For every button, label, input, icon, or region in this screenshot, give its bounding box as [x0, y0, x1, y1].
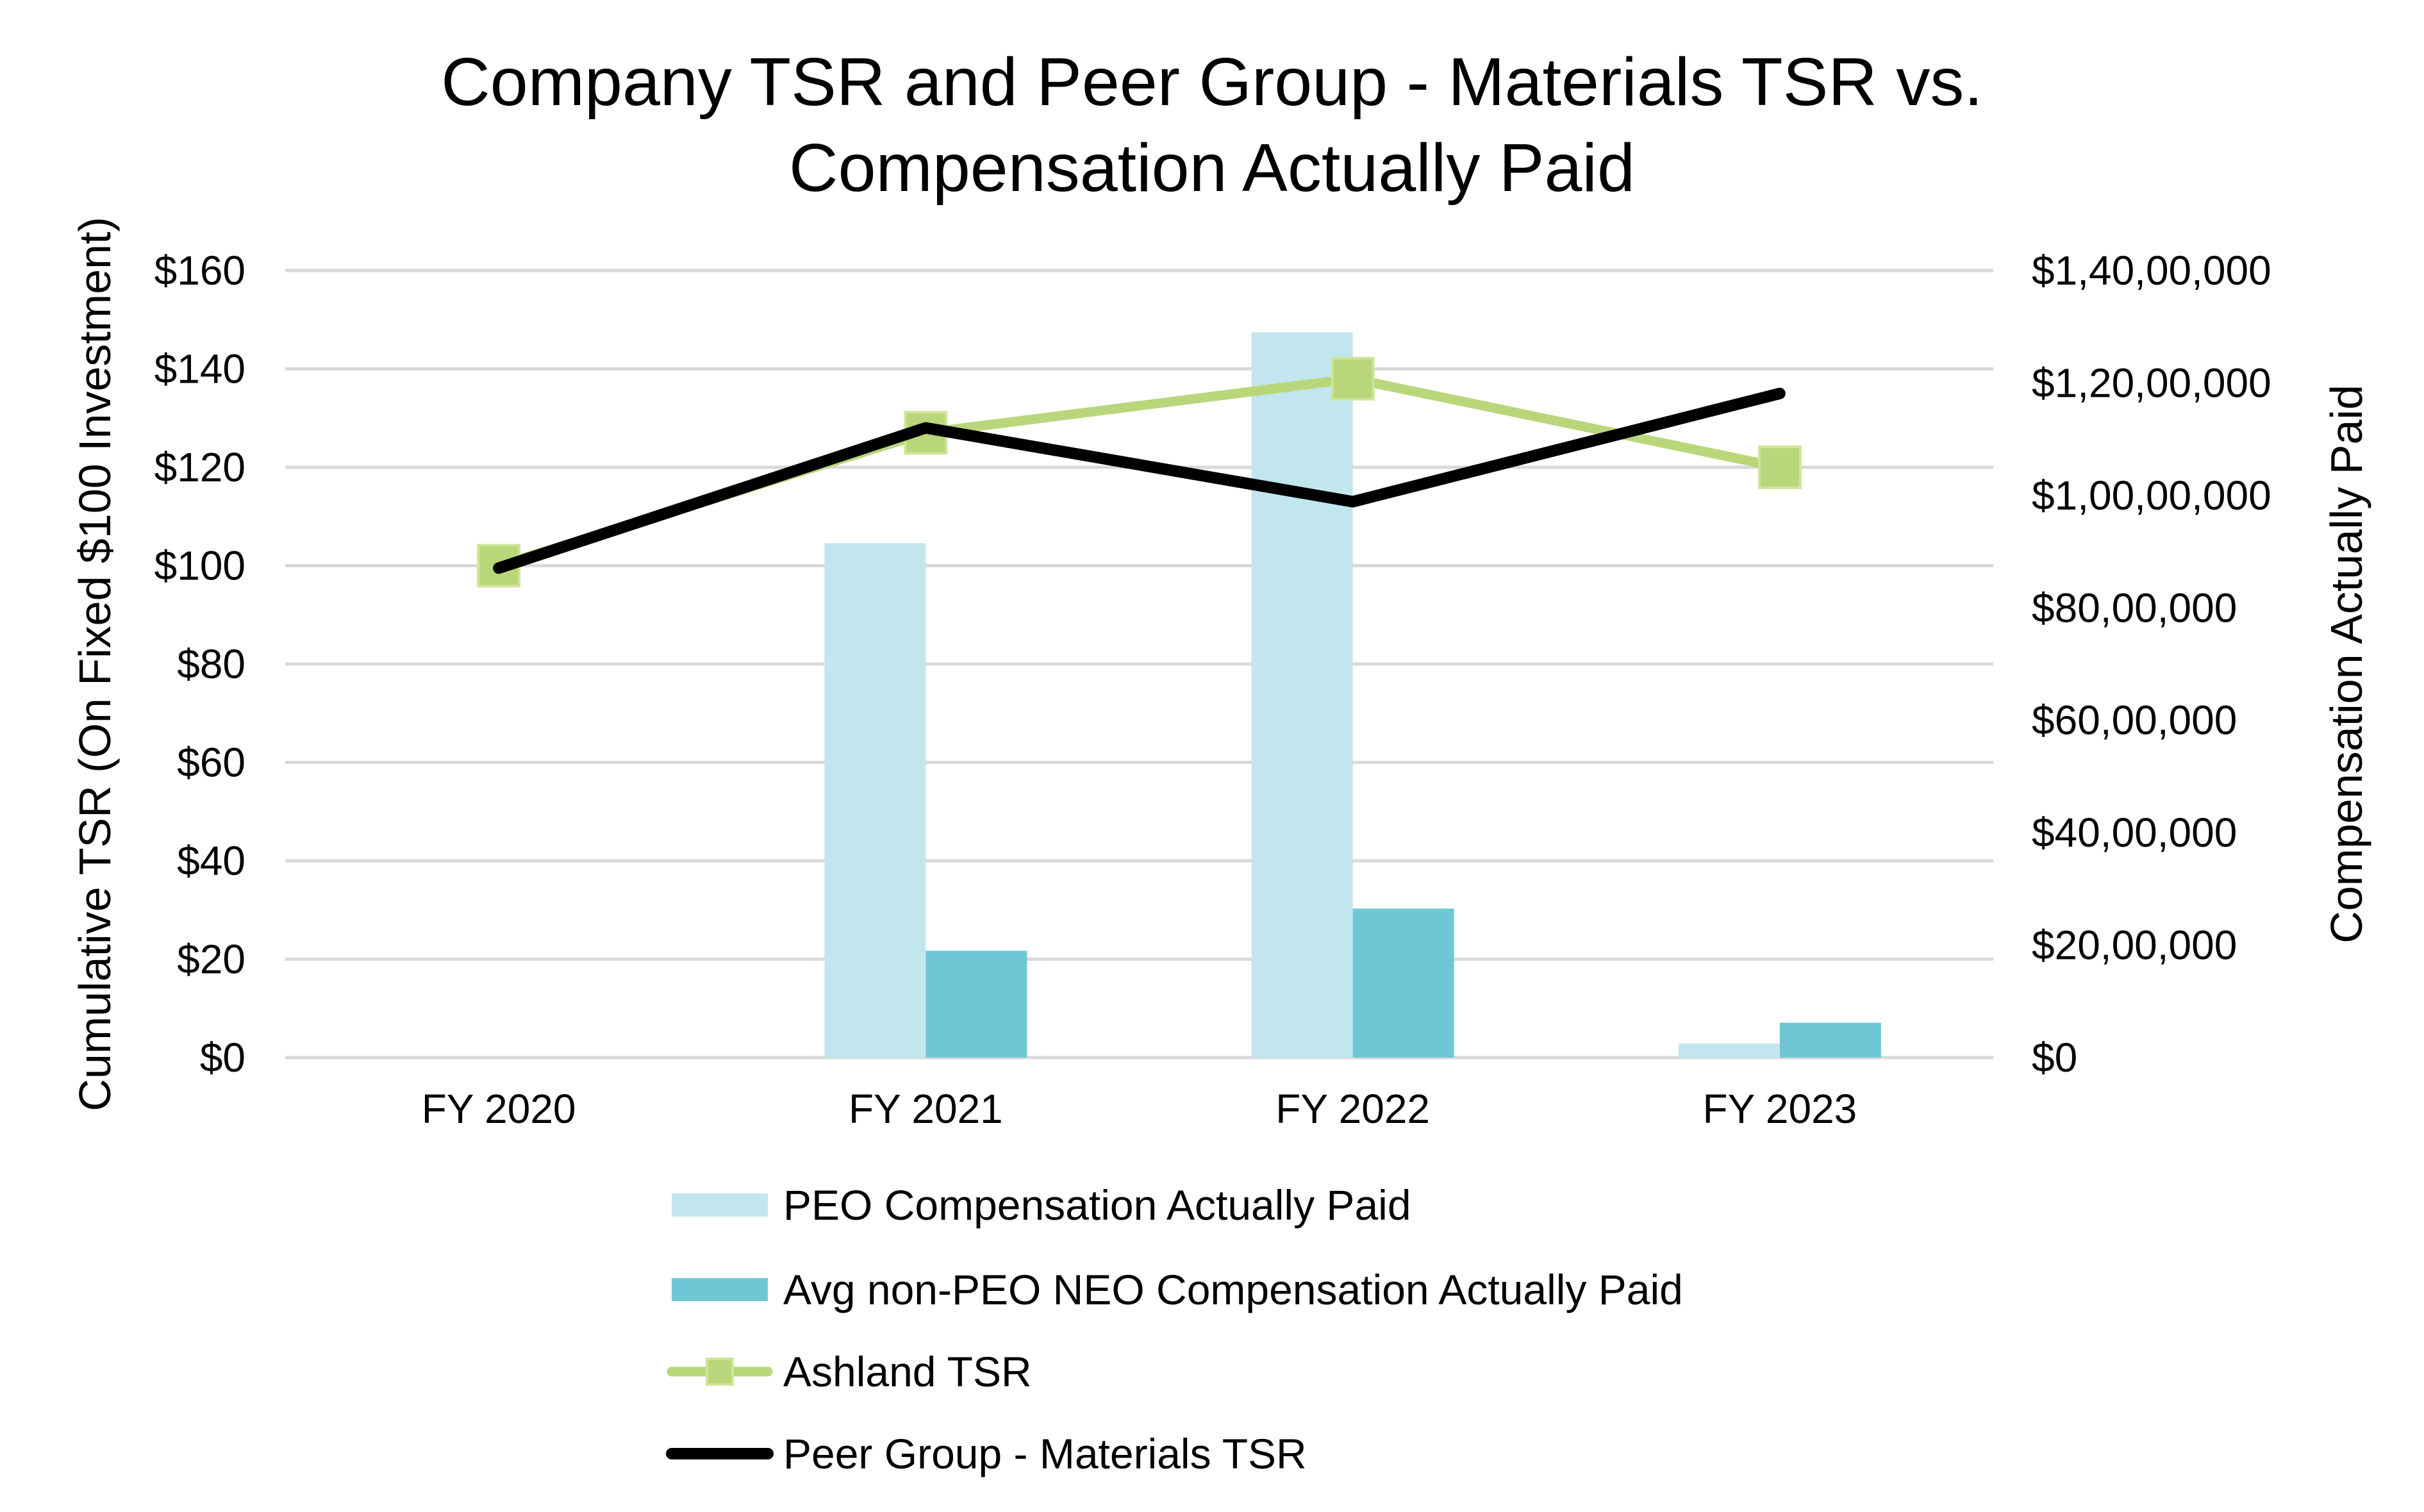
chart-title-line-1: Company TSR and Peer Group - Materials T…: [441, 44, 1983, 120]
bar-series: [824, 332, 1881, 1058]
legend-item: Peer Group - Materials TSR: [666, 1430, 1307, 1477]
left-tick-label: $140: [154, 346, 245, 392]
right-tick-label: $1,00,00,000: [2032, 472, 2271, 519]
left-axis-ticks: $0 $20 $40 $60 $80 $100 $120 $140 $160: [154, 247, 245, 1081]
right-axis-ticks: $0 $20,00,000 $40,00,000 $60,00,000 $80,00,0…: [2032, 247, 2271, 1081]
legend-label: PEO Compensation Actually Paid: [783, 1181, 1411, 1229]
bar-peo-fy-2022: [1251, 332, 1353, 1058]
right-tick-label: $60,00,000: [2032, 697, 2237, 744]
right-tick-label: $40,00,000: [2032, 810, 2237, 856]
left-tick-label: $60: [177, 740, 245, 786]
legend-marker: [706, 1358, 734, 1386]
right-tick-label: $80,00,000: [2032, 585, 2237, 631]
left-axis-title: Cumulative TSR (On Fixed $100 Investment…: [70, 217, 120, 1111]
x-tick-label: FY 2022: [1275, 1086, 1430, 1132]
bar-peo-fy-2023: [1678, 1043, 1780, 1058]
legend-item: Ashland TSR: [667, 1348, 1032, 1395]
right-tick-label: $1,40,00,000: [2032, 247, 2271, 294]
legend-item: PEO Compensation Actually Paid: [672, 1181, 1411, 1229]
right-tick-label: $1,20,00,000: [2032, 360, 2271, 406]
line-series: [477, 356, 1802, 588]
bar-neo-fy-2021: [926, 951, 1027, 1058]
left-tick-label: $0: [200, 1034, 245, 1081]
x-tick-label: FY 2021: [849, 1086, 1003, 1132]
legend: PEO Compensation Actually Paid Avg non-PE…: [666, 1181, 1683, 1477]
left-tick-label: $120: [154, 444, 245, 490]
legend-swatch: [672, 1278, 768, 1301]
ashland-tsr-marker: [1757, 445, 1802, 489]
left-tick-label: $20: [177, 936, 245, 983]
ashland-tsr-marker: [1331, 356, 1375, 401]
chart-title-line-2: Compensation Actually Paid: [789, 130, 1635, 206]
left-tick-label: $80: [177, 641, 245, 687]
left-tick-label: $100: [154, 543, 245, 589]
right-axis-title: Compensation Actually Paid: [2321, 385, 2371, 943]
right-tick-label: $20,00,000: [2032, 922, 2237, 968]
chart-title: Company TSR and Peer Group - Materials T…: [441, 44, 1983, 206]
left-tick-label: $40: [177, 838, 245, 884]
ashland-tsr-line: [494, 374, 1785, 570]
bar-neo-fy-2022: [1352, 908, 1454, 1058]
bar-neo-fy-2023: [1779, 1022, 1881, 1058]
x-tick-label: FY 2023: [1702, 1086, 1857, 1132]
legend-item: Avg non-PEO NEO Compensation Actually Pa…: [672, 1266, 1683, 1313]
gridlines: [285, 269, 1993, 1059]
legend-label: Peer Group - Materials TSR: [783, 1430, 1307, 1477]
legend-label: Ashland TSR: [783, 1348, 1032, 1395]
bar-peo-fy-2021: [824, 543, 926, 1058]
legend-swatch: [672, 1193, 768, 1217]
right-tick-label: $0: [2032, 1034, 2077, 1081]
legend-label: Avg non-PEO NEO Compensation Actually Pa…: [783, 1266, 1683, 1313]
x-axis-ticks: FY 2020 FY 2021 FY 2022 FY 2023: [422, 1086, 1857, 1132]
peer-group-tsr-line: [493, 387, 1786, 574]
x-tick-label: FY 2020: [422, 1086, 576, 1132]
left-tick-label: $160: [154, 247, 245, 294]
